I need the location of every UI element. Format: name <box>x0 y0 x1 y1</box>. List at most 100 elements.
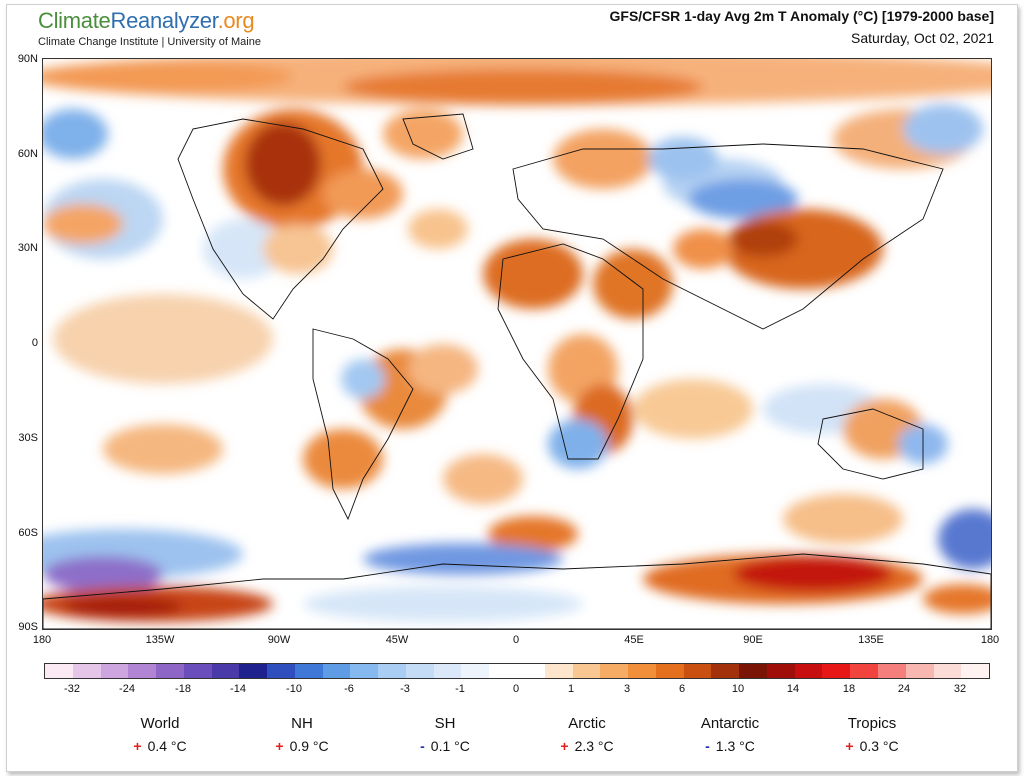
color-swatch <box>739 664 767 678</box>
scale-tick: 6 <box>678 683 686 695</box>
color-swatch <box>294 664 323 678</box>
stat-label-world: World <box>140 715 180 732</box>
scale-tick: 24 <box>897 683 911 695</box>
lat-label-90n: 90N <box>17 53 38 65</box>
scale-tick: 14 <box>786 683 800 695</box>
scale-tick: -32 <box>64 683 80 695</box>
stat-number: 0.9 °C <box>289 738 329 754</box>
coastlines <box>43 113 991 629</box>
anomaly-field <box>43 59 991 622</box>
scale-tick: -14 <box>230 683 246 695</box>
site-logo[interactable]: ClimateReanalyzer.org <box>38 8 255 34</box>
stat-sign: + <box>560 738 569 754</box>
scale-tick: -24 <box>119 683 135 695</box>
stat-value-tropics: +0.3 °C <box>845 738 898 754</box>
stat-label-nh: NH <box>291 715 313 732</box>
color-swatch <box>211 664 240 678</box>
stat-label-antarctic: Antarctic <box>700 715 760 732</box>
color-swatch <box>378 664 406 678</box>
color-swatch <box>461 664 490 678</box>
color-swatch <box>156 664 184 678</box>
stat-value-arctic: +2.3 °C <box>560 738 613 754</box>
color-swatch <box>405 664 434 678</box>
logo-text-org: .org <box>217 8 255 33</box>
stat-sign: + <box>845 738 854 754</box>
logo-text-reanalyzer: Reanalyzer <box>110 8 218 33</box>
map-date: Saturday, Oct 02, 2021 <box>851 30 994 46</box>
stat-number: 0.3 °C <box>859 738 899 754</box>
color-swatch <box>572 664 601 678</box>
color-swatch <box>350 664 379 678</box>
lon-label-135e: 135E <box>858 634 884 646</box>
stat-value-antarctic: -1.3 °C <box>705 738 755 754</box>
scale-tick: 10 <box>731 683 745 695</box>
anomaly-map-svg <box>43 59 991 629</box>
color-swatch <box>72 664 101 678</box>
scale-tick: -1 <box>455 683 465 695</box>
lon-label-180e: 180 <box>980 634 1000 646</box>
stat-sign: - <box>705 738 710 754</box>
color-swatch <box>766 664 795 678</box>
color-swatch <box>711 664 740 678</box>
lat-label-90s: 90S <box>18 621 38 633</box>
color-swatch <box>877 664 906 678</box>
color-swatch <box>822 664 851 678</box>
stat-number: 0.4 °C <box>147 738 187 754</box>
stat-value-world: +0.4 °C <box>133 738 186 754</box>
stat-sign: - <box>420 738 425 754</box>
color-swatch <box>933 664 962 678</box>
logo-subtitle: Climate Change Institute | University of… <box>38 36 261 48</box>
color-swatch <box>322 664 351 678</box>
color-swatch <box>128 664 157 678</box>
lon-label-45e: 45E <box>624 634 644 646</box>
lat-label-60s: 60S <box>18 527 38 539</box>
lat-label-0: 0 <box>31 337 38 349</box>
lat-label-30n: 30N <box>17 242 38 254</box>
stat-label-tropics: Tropics <box>847 715 897 732</box>
color-swatch <box>905 664 934 678</box>
scale-tick: 0 <box>512 683 520 695</box>
color-swatch <box>183 664 212 678</box>
color-swatch <box>45 664 73 678</box>
color-swatch <box>100 664 129 678</box>
color-swatch <box>600 664 629 678</box>
color-swatch <box>267 664 295 678</box>
lon-label-0: 0 <box>512 634 520 646</box>
color-swatch <box>544 664 573 678</box>
color-swatch <box>683 664 712 678</box>
scale-tick: -18 <box>175 683 191 695</box>
color-swatch <box>850 664 878 678</box>
stat-label-arctic: Arctic <box>568 715 606 732</box>
color-swatch <box>628 664 656 678</box>
lat-label-60n: 60N <box>17 148 38 160</box>
scale-tick: 18 <box>842 683 856 695</box>
lon-label-180w: 180 <box>32 634 52 646</box>
lon-label-135w: 135W <box>145 634 175 646</box>
stat-sign: + <box>275 738 284 754</box>
stat-value-nh: +0.9 °C <box>275 738 328 754</box>
stat-label-sh: SH <box>434 715 456 732</box>
scale-tick: -6 <box>344 683 354 695</box>
color-swatch <box>655 664 684 678</box>
lat-label-30s: 30S <box>18 432 38 444</box>
stat-number: 0.1 °C <box>430 738 470 754</box>
scale-tick: 3 <box>623 683 631 695</box>
map-title: GFS/CFSR 1-day Avg 2m T Anomaly (°C) [19… <box>609 8 995 24</box>
stat-value-sh: -0.1 °C <box>420 738 470 754</box>
logo-text-climate: Climate <box>38 8 111 33</box>
lon-label-90e: 90E <box>743 634 763 646</box>
color-swatch <box>433 664 462 678</box>
color-scale-bar <box>44 663 990 679</box>
lon-label-45w: 45W <box>385 634 409 646</box>
scale-tick: 1 <box>567 683 575 695</box>
color-swatch <box>794 664 823 678</box>
stat-number: 1.3 °C <box>715 738 755 754</box>
anomaly-map <box>42 58 992 630</box>
stat-number: 2.3 °C <box>574 738 614 754</box>
scale-tick: 32 <box>953 683 967 695</box>
color-swatch <box>239 664 268 678</box>
scale-tick: -10 <box>286 683 302 695</box>
lon-label-90w: 90W <box>267 634 291 646</box>
scale-tick: -3 <box>400 683 410 695</box>
color-swatch <box>517 664 545 678</box>
